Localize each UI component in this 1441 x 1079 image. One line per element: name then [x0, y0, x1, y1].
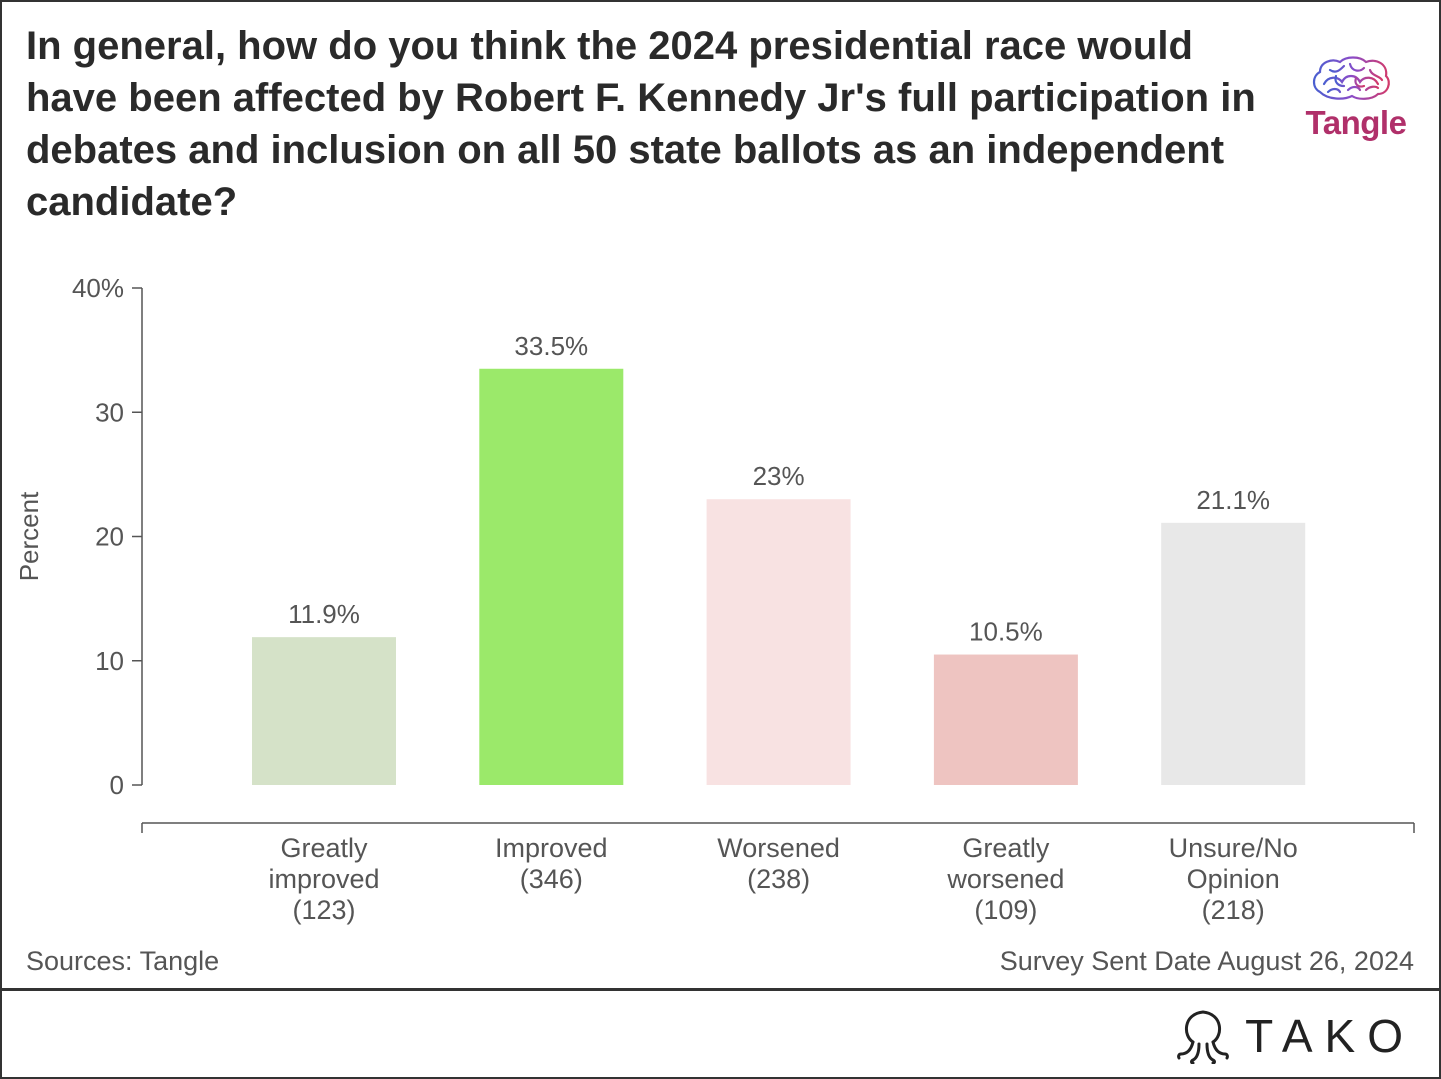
bar-value-label: 21.1%	[1196, 485, 1270, 515]
y-tick-label: 10	[95, 646, 124, 676]
bar	[252, 637, 396, 785]
x-category-label: Greatly	[962, 833, 1050, 863]
bar	[479, 368, 624, 785]
y-tick-label: 20	[95, 522, 124, 552]
x-category-label: (109)	[974, 895, 1037, 925]
source-note: Sources: Tangle	[26, 946, 220, 976]
y-tick-label: 40%	[72, 273, 124, 303]
brain-icon	[1312, 56, 1390, 100]
bar-value-label: 10.5%	[969, 617, 1043, 647]
chart-title: In general, how do you think the 2024 pr…	[26, 24, 1256, 224]
x-category-label: worsened	[946, 864, 1064, 894]
y-tick-label: 0	[110, 770, 124, 800]
x-category-label: Worsened	[717, 833, 840, 863]
y-axis-title: Percent	[14, 491, 44, 581]
bar	[933, 654, 1078, 785]
bar	[1161, 522, 1306, 785]
x-category-label: Unsure/No	[1169, 833, 1298, 863]
octopus-icon	[1177, 1010, 1230, 1064]
brand-logo: Tangle	[1290, 50, 1420, 150]
bar	[706, 499, 851, 785]
bar-value-label: 33.5%	[514, 331, 588, 361]
x-category-label: (346)	[520, 864, 583, 894]
brand-name: Tangle	[1305, 104, 1407, 141]
y-tick-label: 30	[95, 397, 124, 427]
survey-date-note: Survey Sent Date August 26, 2024	[999, 946, 1414, 976]
tako-wordmark: TAKO	[1245, 1010, 1415, 1062]
x-category-label: (218)	[1202, 895, 1265, 925]
x-category-label: Improved	[495, 833, 608, 863]
footer-divider	[0, 988, 1441, 991]
x-category-label: (123)	[292, 895, 355, 925]
x-category-label: improved	[268, 864, 379, 894]
bar-value-label: 11.9%	[288, 599, 360, 629]
bar-value-label: 23%	[753, 461, 805, 491]
tako-watermark: TAKO	[1177, 1006, 1415, 1066]
x-category-label: Greatly	[280, 833, 368, 863]
x-category-label: (238)	[747, 864, 810, 894]
x-category-label: Opinion	[1187, 864, 1280, 894]
